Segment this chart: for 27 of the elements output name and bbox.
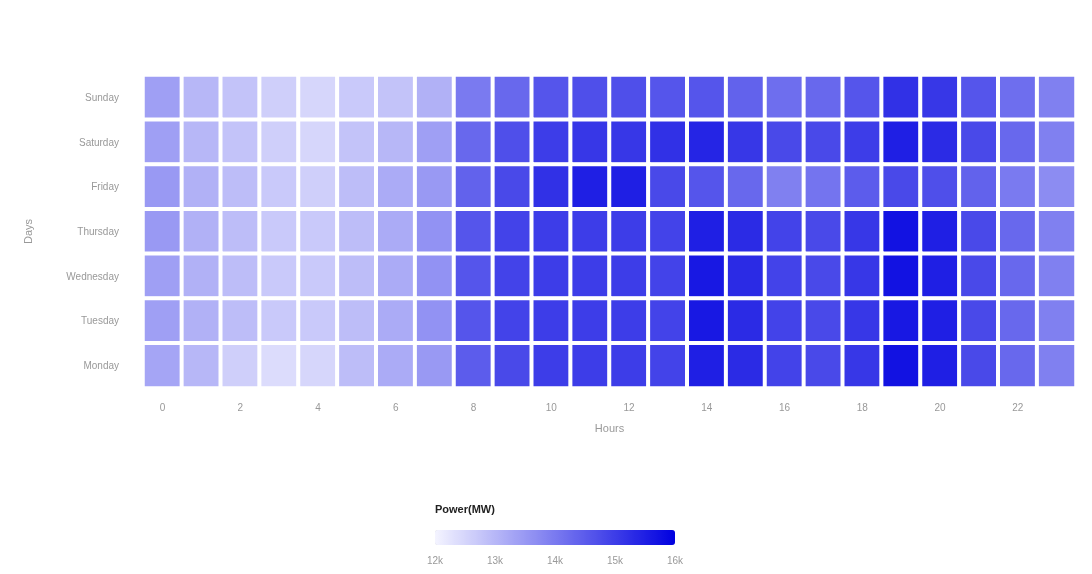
y-tick-label: Monday: [83, 360, 119, 372]
x-tick-label: 8: [470, 401, 477, 413]
y-tick-label: Friday: [91, 181, 119, 193]
color-bar-label: 14k: [546, 554, 565, 566]
y-tick-label: Sunday: [85, 91, 119, 103]
y-tick-label: Tuesday: [81, 315, 119, 327]
y-tick-label: Thursday: [77, 226, 119, 237]
x-tick-label: 22: [1012, 401, 1024, 413]
color-bar-label: 15k: [606, 554, 625, 566]
x-axis-title: Hours: [594, 421, 625, 434]
color-bar-label: 12k: [426, 554, 445, 566]
color-bar-label: 13k: [486, 554, 505, 566]
x-tick-label: 4: [315, 401, 322, 413]
y-tick-label: Wednesday: [66, 270, 119, 282]
x-tick-label: 20: [934, 401, 946, 413]
y-tick-label: Saturday: [78, 136, 119, 148]
x-tick-label: 10: [545, 401, 558, 413]
color-bar-title: Power(MW): [435, 502, 496, 515]
x-tick-label: 14: [701, 401, 713, 413]
x-tick-label: 12: [623, 401, 635, 413]
x-tick-label: 18: [856, 401, 869, 413]
color-bar-label: 16k: [666, 554, 685, 566]
x-tick-label: 16: [778, 401, 791, 413]
y-axis-title: Days: [21, 218, 34, 245]
x-tick-label: 6: [392, 401, 399, 413]
x-tick-label: 2: [237, 401, 244, 413]
x-tick-label: 0: [159, 401, 166, 413]
